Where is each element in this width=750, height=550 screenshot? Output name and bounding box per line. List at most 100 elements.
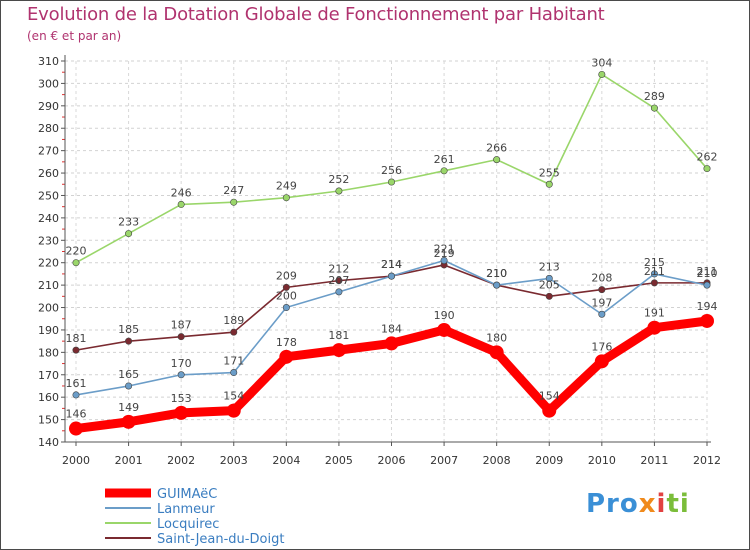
data-label-Locquirec-2005: 252 (328, 173, 349, 186)
data-label-Locquirec-2002: 246 (171, 186, 192, 199)
data-point-Saint-Jean-du-Doigt-2009 (545, 292, 553, 300)
data-point-GUIMAëC-2000 (69, 421, 83, 436)
data-label-Lanmeur-2009: 213 (539, 260, 560, 273)
x-tick-label-2012: 2012 (693, 454, 721, 467)
data-point-GUIMAëC-2004 (279, 349, 294, 364)
data-label-Saint-Jean-du-Doigt-2011: 211 (644, 265, 665, 278)
data-point-Lanmeur-2010 (598, 310, 606, 318)
data-label-Saint-Jean-du-Doigt-2001: 185 (118, 323, 139, 336)
data-label-GUIMAëC-2011: 191 (644, 307, 665, 320)
data-label-Locquirec-2009: 255 (539, 166, 560, 179)
data-point-GUIMAëC-2006 (384, 336, 399, 351)
data-point-GUIMAëC-2007 (437, 322, 452, 337)
data-point-Lanmeur-2002 (177, 371, 185, 379)
data-label-GUIMAëC-2008: 180 (486, 331, 507, 344)
data-label-GUIMAëC-2002: 153 (171, 392, 192, 405)
data-point-Saint-Jean-du-Doigt-2011 (650, 279, 658, 287)
y-tick-label-210: 210 (38, 279, 59, 292)
y-tick-label-220: 220 (38, 257, 59, 270)
x-tick-label-2008: 2008 (483, 454, 511, 467)
logo-part-3: i (656, 489, 667, 519)
y-tick-label-150: 150 (38, 414, 59, 427)
data-point-Locquirec-2002 (177, 200, 185, 208)
data-label-Saint-Jean-du-Doigt-2012: 211 (697, 265, 718, 278)
data-point-Saint-Jean-du-Doigt-2004 (282, 283, 290, 291)
data-label-Lanmeur-2004: 200 (276, 290, 297, 303)
y-tick-label-190: 190 (38, 324, 59, 337)
y-tick-label-260: 260 (38, 167, 59, 180)
data-label-Locquirec-2006: 256 (381, 164, 402, 177)
proxiti-logo: Proxiti (586, 489, 690, 519)
data-point-Locquirec-2011 (650, 104, 658, 112)
data-label-Saint-Jean-du-Doigt-2002: 187 (171, 319, 192, 332)
data-label-Lanmeur-2001: 165 (118, 368, 139, 381)
y-tick-label-250: 250 (38, 189, 59, 202)
data-label-GUIMAëC-2004: 178 (276, 336, 297, 349)
data-label-Lanmeur-2011: 215 (644, 256, 665, 269)
data-label-Locquirec-2012: 262 (697, 151, 718, 164)
data-point-Lanmeur-2000 (72, 391, 80, 399)
data-point-Lanmeur-2007 (440, 256, 448, 264)
data-label-Saint-Jean-du-Doigt-2010: 208 (591, 272, 612, 285)
x-tick-label-2003: 2003 (220, 454, 248, 467)
data-point-GUIMAëC-2002 (174, 405, 189, 420)
data-label-Lanmeur-2000: 161 (66, 377, 87, 390)
x-tick-label-2011: 2011 (640, 454, 668, 467)
data-point-Lanmeur-2006 (387, 272, 395, 280)
data-label-Locquirec-2000: 220 (66, 245, 87, 258)
x-tick-label-2004: 2004 (272, 454, 300, 467)
data-point-Locquirec-2010 (598, 70, 606, 78)
data-label-GUIMAëC-2012: 194 (697, 300, 718, 313)
data-point-Locquirec-2007 (440, 167, 448, 175)
data-label-GUIMAëC-2003: 154 (223, 390, 244, 403)
data-label-GUIMAëC-2001: 149 (118, 401, 139, 414)
data-label-Saint-Jean-du-Doigt-2009: 205 (539, 278, 560, 291)
data-point-GUIMAëC-2009 (542, 403, 557, 418)
legend-label-Lanmeur: Lanmeur (157, 502, 215, 517)
data-point-Lanmeur-2011 (650, 270, 658, 278)
data-point-Locquirec-2004 (282, 194, 290, 202)
data-point-GUIMAëC-2010 (594, 354, 609, 369)
legend-label-GUIMAëC: GUIMAëC (157, 487, 217, 502)
data-point-GUIMAëC-2001 (121, 414, 136, 429)
data-label-Locquirec-2010: 304 (591, 56, 612, 69)
data-label-GUIMAëC-2005: 181 (328, 329, 349, 342)
data-point-Saint-Jean-du-Doigt-2002 (177, 333, 185, 341)
data-label-GUIMAëC-2010: 176 (591, 340, 612, 353)
data-label-Saint-Jean-du-Doigt-2005: 212 (328, 263, 349, 276)
data-label-Locquirec-2001: 233 (118, 216, 139, 229)
y-tick-label-290: 290 (38, 100, 59, 113)
data-point-Lanmeur-2009 (545, 274, 553, 282)
data-point-Locquirec-2001 (125, 230, 133, 238)
y-tick-label-280: 280 (38, 122, 59, 135)
data-point-Locquirec-2005 (335, 187, 343, 195)
x-tick-label-2007: 2007 (430, 454, 458, 467)
data-label-Saint-Jean-du-Doigt-2004: 209 (276, 269, 297, 282)
chart-subtitle: (en € et par an) (27, 29, 122, 43)
data-point-Locquirec-2000 (72, 259, 80, 267)
data-label-Locquirec-2004: 249 (276, 180, 297, 193)
y-tick-label-160: 160 (38, 391, 59, 404)
data-point-Lanmeur-2012 (703, 281, 711, 289)
data-point-Locquirec-2012 (703, 165, 711, 173)
x-tick-label-2000: 2000 (62, 454, 90, 467)
legend-label-Locquirec: Locquirec (157, 517, 219, 532)
logo-part-2: x (638, 489, 657, 519)
y-tick-label-200: 200 (38, 302, 59, 315)
data-point-Saint-Jean-du-Doigt-2003 (230, 328, 238, 336)
data-label-Locquirec-2007: 261 (434, 153, 455, 166)
x-tick-label-2009: 2009 (535, 454, 563, 467)
data-label-Lanmeur-2002: 170 (171, 357, 192, 370)
logo-part-1: Pro (586, 489, 639, 519)
data-point-GUIMAëC-2005 (331, 343, 346, 358)
data-label-Saint-Jean-du-Doigt-2006: 214 (381, 258, 402, 271)
data-label-Locquirec-2003: 247 (223, 184, 244, 197)
data-point-Locquirec-2003 (230, 198, 238, 206)
data-point-GUIMAëC-2012 (700, 313, 714, 328)
data-label-Lanmeur-2007: 221 (434, 242, 455, 255)
y-tick-label-270: 270 (38, 145, 59, 158)
data-label-Saint-Jean-du-Doigt-2003: 189 (223, 314, 244, 327)
data-point-Locquirec-2008 (493, 156, 501, 164)
data-point-Lanmeur-2008 (493, 281, 501, 289)
data-label-Lanmeur-2006: 214 (381, 258, 402, 271)
